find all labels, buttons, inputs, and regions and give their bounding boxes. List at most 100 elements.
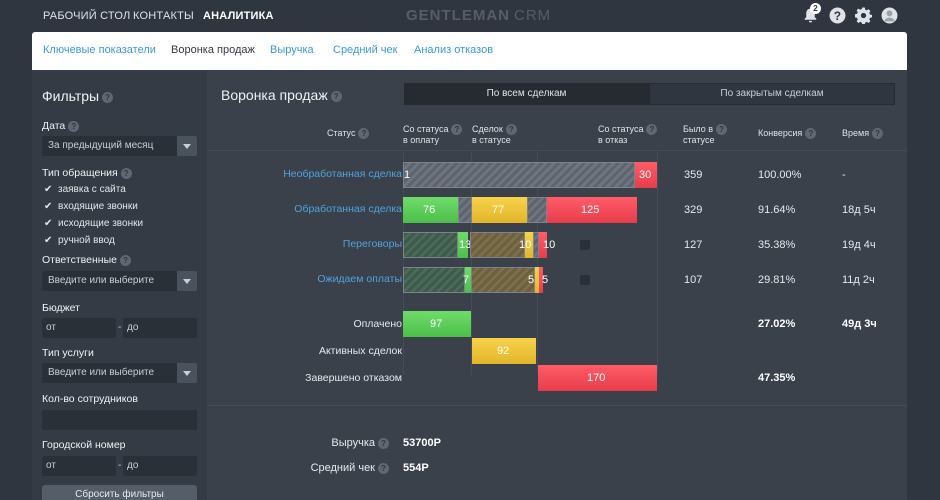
help-icon[interactable]: ? (716, 124, 728, 136)
bar-to-reject: 125 (547, 197, 637, 223)
checkbox-label: заявка с сайта (58, 184, 126, 195)
toggle-all-deals[interactable]: По всем сделкам (404, 83, 649, 105)
bar-rejected: 170 (538, 365, 657, 391)
checkbox-label: входящие звонки (58, 201, 138, 212)
city-number-from-input[interactable]: от (42, 456, 116, 476)
service-type-select[interactable]: Введите или выберите (42, 363, 197, 383)
date-select[interactable]: За предыдущий месяц (42, 136, 197, 156)
checkbox-site-request[interactable]: ✔ заявка с сайта (44, 184, 126, 195)
help-icon[interactable]: ? (358, 128, 370, 140)
revenue-label-text: Выручка (331, 437, 375, 449)
help-icon[interactable]: ? (378, 462, 389, 474)
brand-suffix: CRM (514, 7, 552, 24)
revenue-label: Выручка? (229, 437, 389, 449)
budget-to-input[interactable]: до (123, 318, 197, 338)
chevron-down-icon[interactable] (177, 363, 197, 383)
bar-value: 97 (430, 318, 443, 330)
total-rejected-label: Завершено отказом (305, 372, 402, 384)
checkbox-manual-input[interactable]: ✔ ручной ввод (44, 235, 115, 246)
help-icon[interactable]: ? (872, 128, 884, 140)
status-awaiting-payment[interactable]: Ожидаем оплаты (317, 273, 402, 285)
date-label: Дата? (42, 120, 80, 132)
help-icon[interactable]: ? (120, 167, 132, 179)
svg-text:?: ? (834, 10, 841, 23)
total-paid-label: Оплачено (353, 318, 402, 330)
header-was-in-status: Было в? статусе (683, 124, 728, 145)
bar-hatch (403, 232, 458, 258)
bar-to-payment: 7 (463, 267, 471, 293)
paid-time: 49д 3ч (842, 318, 877, 330)
tab-key-indicators[interactable]: Ключевые показатели (43, 44, 156, 56)
status-negotiations[interactable]: Переговоры (342, 238, 402, 250)
toggle-closed-deals[interactable]: По закрытым сделкам (649, 83, 895, 105)
bar-in-status: 1 (403, 162, 635, 188)
bar-value: 10 (519, 239, 532, 251)
responsible-label: Ответственные? (42, 254, 131, 266)
city-number-from-placeholder: от (46, 460, 56, 471)
rejected-conversion: 47.35% (758, 372, 796, 384)
checkbox-incoming-calls[interactable]: ✔ входящие звонки (44, 201, 138, 212)
nav-analytics[interactable]: АНАЛИТИКА (203, 10, 274, 22)
bar-value: 1 (404, 169, 411, 181)
header-status: Статус? (327, 128, 370, 140)
help-icon[interactable]: ? (102, 91, 114, 103)
summary-divider (207, 405, 907, 406)
bar-hatch (527, 197, 547, 223)
responsible-select[interactable]: Введите или выберите (42, 271, 197, 291)
bar-value: 5 (528, 274, 535, 286)
nav-desktop[interactable]: РАБОЧИЙ СТОЛ (43, 10, 131, 22)
reset-filters-button[interactable]: Сбросить фильтры (42, 485, 197, 500)
city-number-to-input[interactable]: до (123, 456, 197, 476)
status-processed[interactable]: Обработанная сделка (294, 203, 402, 215)
status-unprocessed[interactable]: Необработанная сделка (283, 168, 402, 180)
bar-value: 92 (497, 345, 510, 357)
tab-revenue[interactable]: Выручка (270, 44, 314, 56)
bar-to-payment: 13 (458, 232, 471, 258)
sales-funnel: Воронка продаж? По всем сделкам По закры… (207, 70, 907, 500)
employees-input[interactable] (42, 410, 197, 430)
chevron-down-icon[interactable] (177, 136, 197, 156)
header-line: Со статуса (598, 124, 644, 134)
avatar-icon[interactable] (881, 7, 898, 24)
range-dash: - (118, 322, 122, 333)
bar-in-status: 10 (519, 232, 533, 258)
help-icon[interactable]: ? (829, 7, 846, 24)
help-icon[interactable]: ? (646, 124, 658, 136)
gear-icon[interactable] (855, 7, 872, 24)
tab-average-check[interactable]: Средний чек (333, 44, 398, 56)
help-icon[interactable]: ? (68, 120, 80, 132)
responsible-placeholder: Введите или выберите (48, 275, 155, 286)
check-icon: ✔ (44, 201, 53, 212)
checkbox-outgoing-calls[interactable]: ✔ исходящие звонки (44, 218, 143, 229)
help-icon[interactable]: ? (805, 128, 817, 140)
filters-title: Фильтры? (42, 88, 114, 104)
bar-value: 76 (423, 204, 436, 216)
chevron-down-icon[interactable] (177, 271, 197, 291)
was-in-status: 359 (684, 169, 703, 181)
budget-from-input[interactable]: от (42, 318, 116, 338)
row-checkbox[interactable] (580, 240, 590, 250)
was-in-status: 329 (684, 204, 703, 216)
tab-sales-funnel[interactable]: Воронка продаж (171, 44, 255, 56)
header-line: Было в (683, 124, 714, 134)
help-icon[interactable]: ? (330, 90, 342, 102)
header-line: в оплату (403, 135, 439, 146)
bar-value: 5 (542, 274, 549, 286)
help-icon[interactable]: ? (119, 254, 131, 266)
help-icon[interactable]: ? (505, 124, 517, 136)
total-active-label: Активных сделок (318, 345, 402, 357)
brand-name: GENTLEMAN (406, 7, 510, 24)
bar-value: 10 (543, 239, 556, 251)
tab-reject-analysis[interactable]: Анализ отказов (414, 44, 494, 56)
time: - (842, 169, 846, 181)
help-icon[interactable]: ? (378, 437, 389, 449)
bar-value: 77 (492, 204, 505, 216)
nav-contacts[interactable]: КОНТАКТЫ (133, 10, 194, 22)
funnel-title-text: Воронка продаж (221, 87, 328, 103)
help-icon[interactable]: ? (451, 124, 463, 136)
bar-to-reject: 5 (539, 267, 548, 293)
row-checkbox[interactable] (580, 275, 590, 285)
paid-conversion: 27.02% (758, 318, 796, 330)
budget-from-placeholder: от (46, 322, 56, 333)
checkbox-label: ручной ввод (58, 235, 115, 246)
